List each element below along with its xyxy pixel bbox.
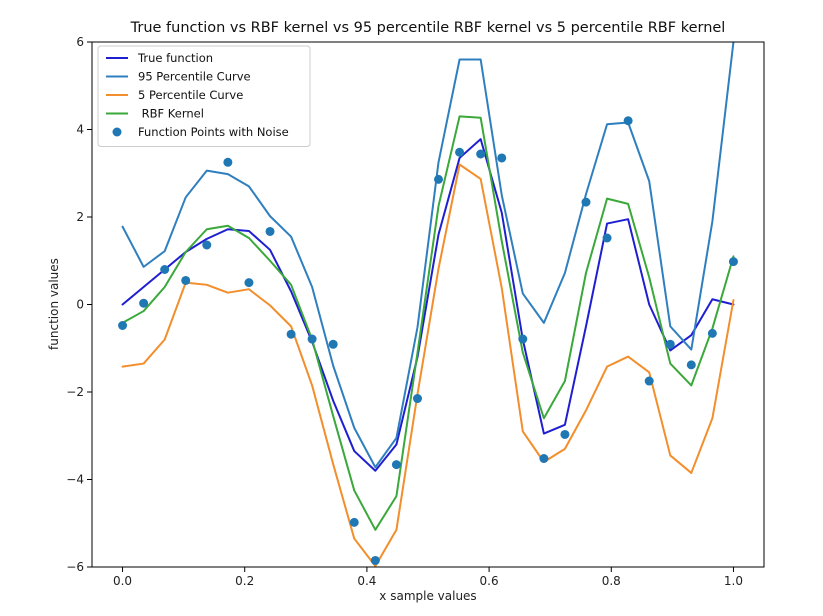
data-point xyxy=(391,460,401,470)
x-tick-label: 0.4 xyxy=(357,574,376,588)
y-tick-label: −2 xyxy=(66,385,84,399)
x-tick-label: 0.8 xyxy=(602,574,621,588)
y-tick-label: 6 xyxy=(76,35,84,49)
series-line-0 xyxy=(121,138,735,472)
data-point xyxy=(707,328,717,338)
data-point xyxy=(265,226,275,236)
data-point xyxy=(518,334,528,344)
y-axis-label: function values xyxy=(47,258,61,350)
data-point xyxy=(202,240,212,250)
data-point xyxy=(644,376,654,386)
data-point xyxy=(370,555,380,565)
y-axis: −6 −4 −2 0 2 4 6 xyxy=(66,35,92,574)
data-point xyxy=(476,149,486,159)
data-point xyxy=(539,454,549,463)
series-line-2 xyxy=(121,163,735,567)
data-point xyxy=(602,233,612,243)
y-tick-label: −4 xyxy=(66,473,84,487)
data-point xyxy=(686,360,696,370)
legend-label: RBF Kernel xyxy=(138,107,204,121)
plot-series-layer xyxy=(118,42,738,567)
data-point xyxy=(434,174,444,184)
data-point xyxy=(160,265,170,274)
series-line-3 xyxy=(121,115,735,531)
data-point xyxy=(560,429,570,439)
data-point xyxy=(244,278,254,288)
legend-label: 5 Percentile Curve xyxy=(138,88,243,102)
data-point xyxy=(286,329,296,339)
legend-label: Function Points with Noise xyxy=(138,125,289,139)
y-tick-label: 0 xyxy=(76,298,84,312)
chart-title: True function vs RBF kernel vs 95 percen… xyxy=(130,20,726,36)
series-line-1 xyxy=(121,42,735,469)
data-point xyxy=(455,147,465,157)
y-tick-label: 2 xyxy=(76,210,84,224)
data-point xyxy=(412,394,422,404)
y-tick-label: 4 xyxy=(76,123,84,137)
data-point xyxy=(328,339,338,349)
x-tick-label: 0.6 xyxy=(480,574,499,588)
x-tick-label: 0.2 xyxy=(235,574,254,588)
data-point xyxy=(307,334,317,344)
x-tick-label: 1.0 xyxy=(724,574,743,588)
data-point xyxy=(623,116,633,126)
x-axis-label: x sample values xyxy=(379,589,476,603)
data-point xyxy=(581,197,591,207)
legend-swatch xyxy=(112,127,122,137)
legend-label: 95 Percentile Curve xyxy=(138,70,251,84)
data-point xyxy=(139,298,149,308)
data-point xyxy=(497,153,507,163)
x-tick-label: 0.0 xyxy=(113,574,132,588)
y-tick-label: −6 xyxy=(66,560,84,574)
x-axis: 0.0 0.2 0.4 0.6 0.8 1.0 xyxy=(113,567,743,588)
data-point xyxy=(665,339,675,349)
data-point xyxy=(349,517,359,527)
legend-label: True function xyxy=(137,51,213,65)
data-point xyxy=(728,257,738,267)
data-point xyxy=(118,321,128,330)
data-point xyxy=(181,275,191,285)
legend: True function 95 Percentile Curve 5 Percen… xyxy=(97,45,311,147)
data-point xyxy=(223,157,233,167)
legend-box xyxy=(97,45,311,147)
